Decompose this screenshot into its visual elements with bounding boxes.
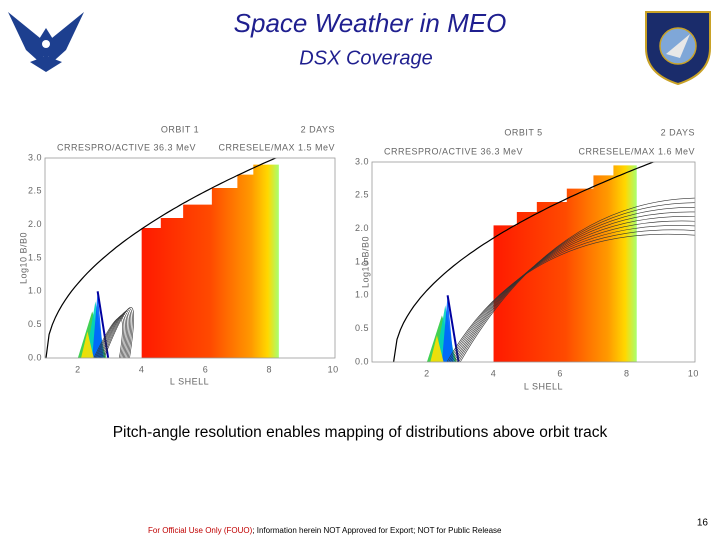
plot-area — [393, 162, 695, 362]
orbit-track — [459, 197, 695, 362]
x-tick-label: 10 — [688, 368, 699, 378]
inner-belt — [441, 295, 454, 362]
right-logo — [645, 11, 711, 86]
orbit-track — [453, 216, 695, 362]
x-tick-label: 6 — [203, 364, 209, 374]
x-tick-label: 4 — [491, 368, 497, 378]
orbit-track — [458, 202, 695, 362]
footer-notice: ; Information herein NOT Approved for Ex… — [252, 526, 502, 535]
orbit-track — [103, 307, 134, 358]
slide-title: Space Weather in MEO — [234, 8, 507, 38]
heat-map — [141, 164, 279, 358]
y-tick-label: 1.0 — [28, 286, 42, 296]
plots: ORBIT 1 2 DAYS CRRESPRO/ACTIVE 36.3 MeV CRR… — [18, 124, 698, 391]
plot-area — [45, 158, 279, 358]
y-tick-label: 2.5 — [28, 186, 42, 196]
orbit-track — [101, 309, 132, 358]
boundary-curve — [45, 158, 278, 358]
orbit-track — [454, 211, 695, 362]
proton-label: CRRESPRO/ACTIVE 36.3 MeV — [384, 146, 523, 156]
proton-label: CRRESPRO/ACTIVE 36.3 MeV — [57, 142, 196, 152]
y-axis-label: Log10 B/B0 — [360, 236, 370, 288]
y-tick-label: 0.5 — [28, 319, 42, 329]
plot: ORBIT 5 2 DAYS CRRESPRO/ACTIVE 36.3 MeV CRR… — [355, 127, 699, 391]
electron-label: CRRESELE/MAX 1.5 MeV — [218, 142, 335, 152]
orbit-track — [456, 207, 695, 362]
x-axis-label: L SHELL — [524, 381, 563, 391]
page-number: 16 — [697, 518, 709, 529]
x-tick-label: 2 — [75, 364, 81, 374]
plot-frame — [44, 157, 336, 359]
x-tick-label: 8 — [624, 368, 630, 378]
orbit-track — [102, 308, 133, 358]
left-logo — [8, 12, 84, 72]
inner-belt — [81, 331, 94, 358]
heat-map — [493, 165, 637, 362]
electron-label: CRRESELE/MAX 1.6 MeV — [578, 146, 695, 156]
plot-frame — [371, 161, 696, 363]
y-tick-label: 1.5 — [28, 252, 42, 262]
y-tick-label: 1.0 — [355, 290, 369, 300]
y-tick-label: 0.0 — [355, 356, 369, 366]
orbit-label: ORBIT 1 — [161, 124, 199, 134]
boundary-curve — [393, 162, 656, 362]
y-tick-label: 2.0 — [28, 219, 42, 229]
y-tick-label: 2.0 — [355, 223, 369, 233]
x-tick-label: 6 — [557, 368, 563, 378]
x-tick-label: 10 — [328, 364, 339, 374]
orbit-track — [99, 311, 130, 358]
orbit-label: ORBIT 5 — [504, 127, 542, 137]
plot: ORBIT 1 2 DAYS CRRESPRO/ACTIVE 36.3 MeV CRR… — [18, 124, 338, 386]
y-tick-label: 1.5 — [355, 256, 369, 266]
x-tick-label: 4 — [139, 364, 145, 374]
y-tick-label: 3.0 — [28, 152, 42, 162]
footer-marking: For Official Use Only (FOUO) — [148, 526, 253, 535]
duration-label: 2 DAYS — [301, 124, 335, 134]
y-tick-label: 0.0 — [28, 352, 42, 362]
orbit-track — [449, 225, 695, 362]
inner-belt — [430, 335, 444, 362]
orbit-track — [451, 220, 695, 362]
inner-belt — [92, 291, 104, 358]
x-axis-label: L SHELL — [170, 376, 209, 386]
x-tick-label: 8 — [267, 364, 273, 374]
y-axis-label: Log10 B/B0 — [18, 232, 28, 284]
x-tick-label: 2 — [424, 368, 430, 378]
footer: For Official Use Only (FOUO); Informatio… — [148, 526, 502, 535]
orbit-track — [446, 233, 695, 362]
y-tick-label: 3.0 — [355, 156, 369, 166]
slide-subtitle: DSX Coverage — [299, 47, 432, 69]
y-tick-label: 2.5 — [355, 190, 369, 200]
y-tick-label: 0.5 — [355, 323, 369, 333]
duration-label: 2 DAYS — [661, 127, 695, 137]
caption: Pitch-angle resolution enables mapping o… — [113, 424, 608, 441]
orbit-track — [448, 229, 695, 362]
